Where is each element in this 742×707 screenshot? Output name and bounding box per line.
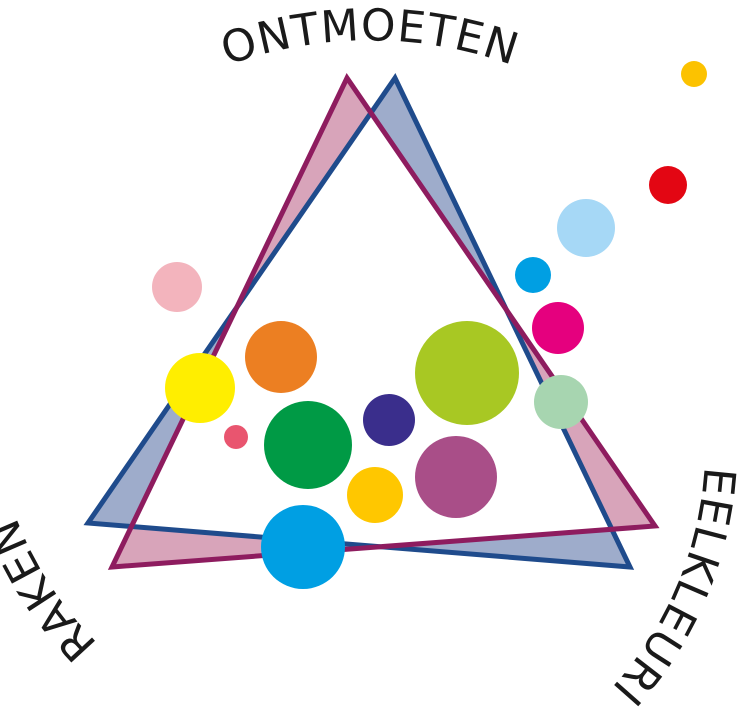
circle <box>347 467 403 523</box>
circle <box>152 262 202 312</box>
circle <box>224 425 248 449</box>
logo: ONTMOETEN VEELKLEURIG RAKEN <box>0 0 742 707</box>
circle <box>261 505 345 589</box>
label-left-text: RAKEN <box>0 511 106 671</box>
label-left: RAKEN <box>0 511 106 671</box>
circle <box>415 436 497 518</box>
circle <box>534 375 588 429</box>
page: ONTMOETEN VEELKLEURIG RAKEN (() => { con… <box>0 0 742 707</box>
circle <box>264 401 352 489</box>
circle <box>681 61 707 87</box>
circle <box>165 353 235 423</box>
circle <box>515 257 551 293</box>
circle <box>649 166 687 204</box>
circle <box>532 302 584 354</box>
label-top: ONTMOETEN <box>215 0 525 75</box>
circle <box>363 394 415 446</box>
circle <box>557 199 615 257</box>
circle <box>245 321 317 393</box>
circle <box>415 321 519 425</box>
label-top-text: ONTMOETEN <box>215 0 525 75</box>
